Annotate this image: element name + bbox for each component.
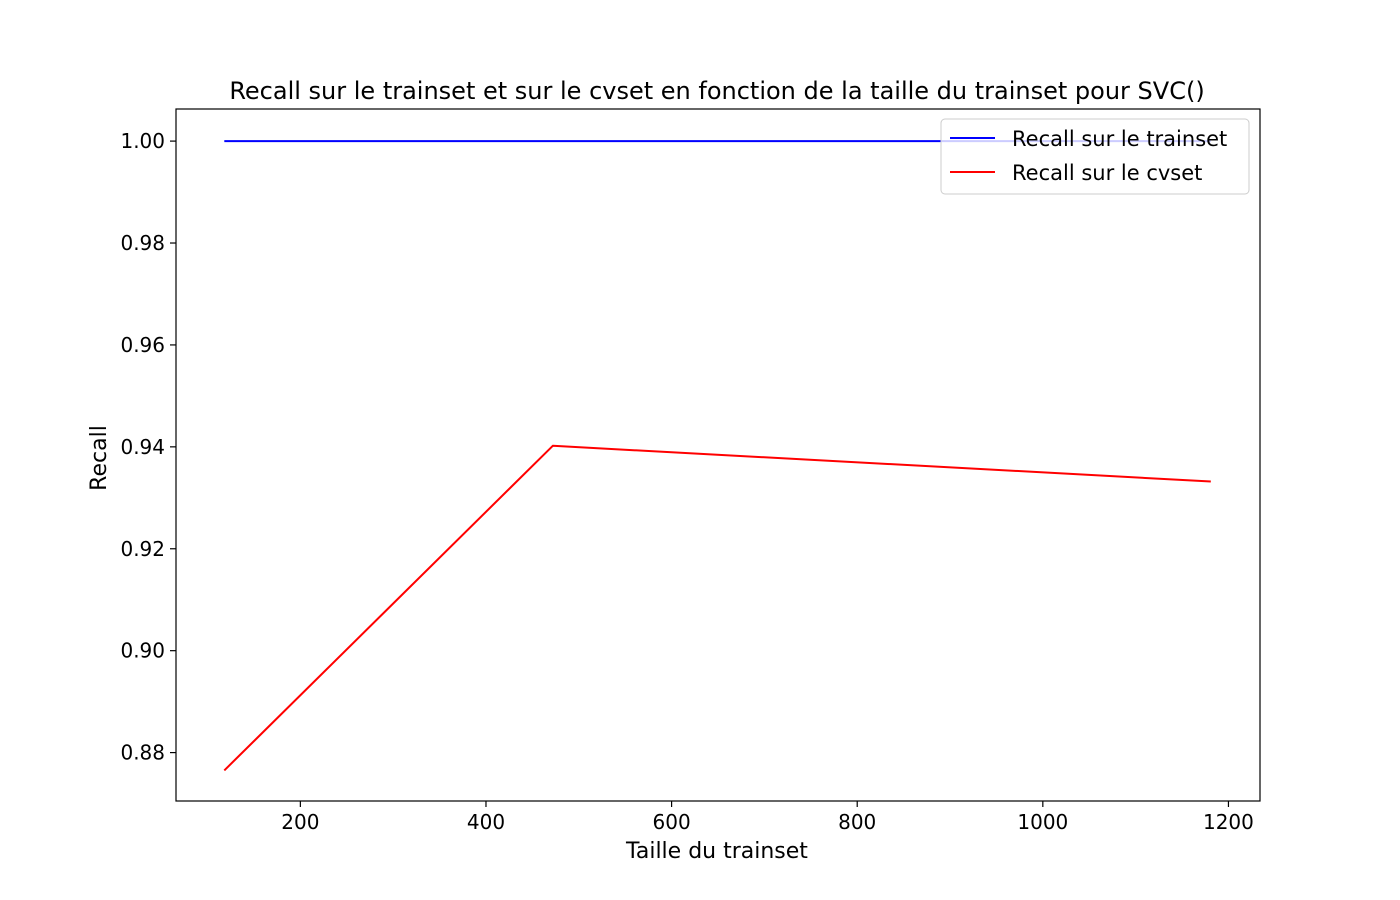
x-tick-label: 1000 xyxy=(1017,810,1068,834)
axes-frame xyxy=(175,108,1261,802)
x-tick-label: 800 xyxy=(838,810,876,834)
legend-box xyxy=(940,118,1250,195)
y-tick-label: 0.88 xyxy=(120,741,165,765)
y-tick-label: 0.92 xyxy=(120,537,165,561)
x-tick-label: 400 xyxy=(467,810,505,834)
legend: Recall sur le trainset Recall sur le cvse… xyxy=(940,118,1250,195)
y-tick-label: 0.90 xyxy=(120,639,165,663)
x-axis-label: Taille du trainset xyxy=(625,839,808,864)
y-tick-label: 0.96 xyxy=(120,333,165,357)
y-tick-label: 0.98 xyxy=(120,231,165,255)
y-axis-label: Recall xyxy=(87,425,112,491)
legend-label-2: Recall sur le cvset xyxy=(1012,161,1202,185)
x-tick-label: 200 xyxy=(281,810,319,834)
y-tick-label: 1.00 xyxy=(120,129,165,153)
legend-label-1: Recall sur le trainset xyxy=(1012,127,1227,151)
chart-title: Recall sur le trainset et sur le cvset e… xyxy=(229,77,1204,105)
plot-area: 200 400 600 800 1000 1200 0.88 0.90 0.92 0.94 0.96… xyxy=(120,108,1261,834)
x-tick-label: 1200 xyxy=(1203,810,1254,834)
series-line-2 xyxy=(223,444,1211,772)
x-tick-label: 600 xyxy=(653,810,691,834)
y-tick-label: 0.94 xyxy=(120,435,165,459)
